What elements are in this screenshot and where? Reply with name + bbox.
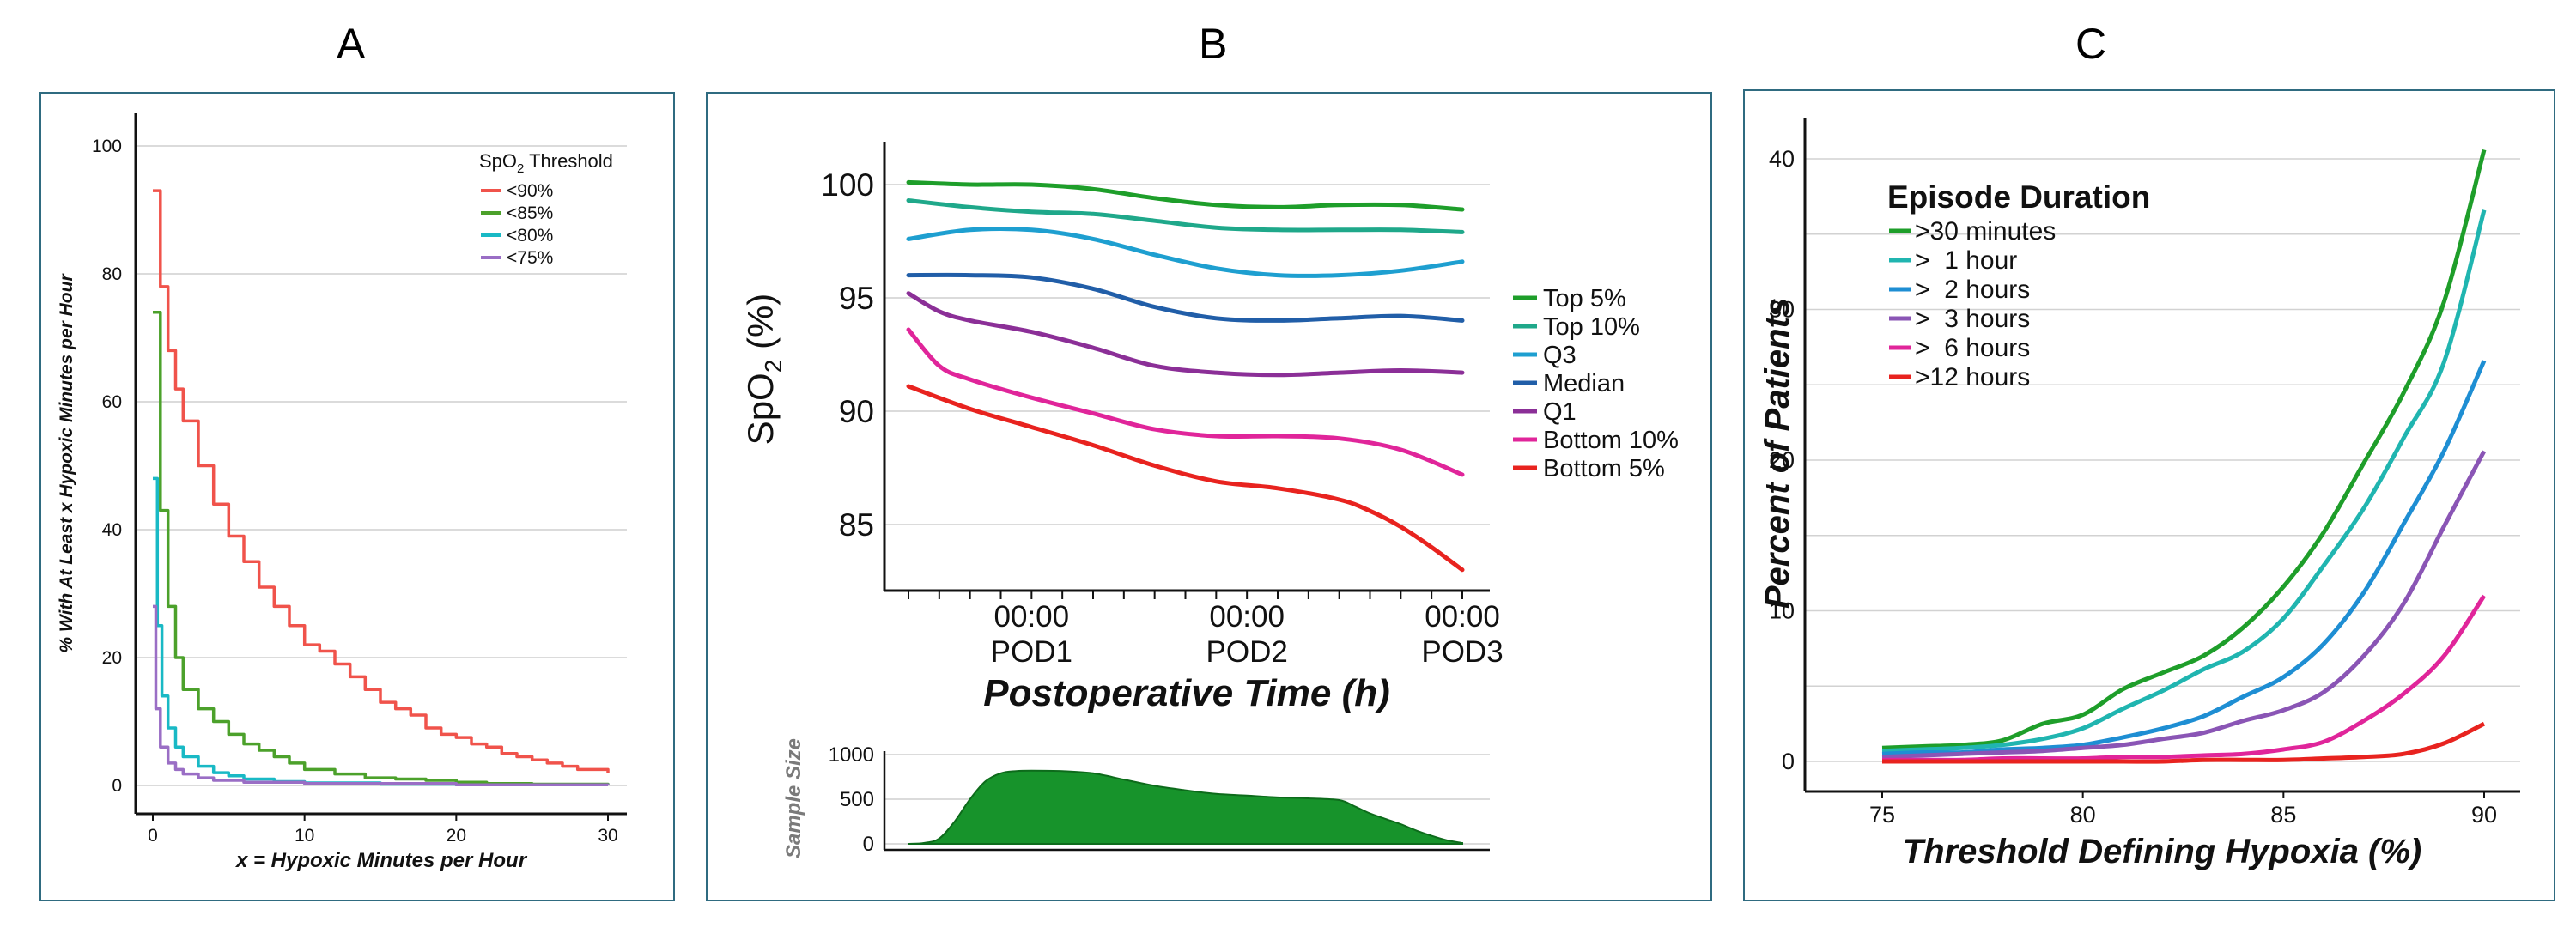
panel-b-inset-chart: 0 500 1000 Sample Size [782,738,1490,858]
panel-c-x-tick-label: 80 [2070,802,2096,828]
panel-b-series-line [906,179,1465,212]
panel-b-frame [706,92,1712,901]
panel-b-legend-label: Bottom 10% [1543,427,1679,454]
panel-a-y-tick-label: 20 [102,648,122,668]
panel-a-series-line [153,476,610,787]
panel-b-legend-label: Top 10% [1543,313,1640,341]
panel-b-chart: 85909510000:00POD100:00POD200:00POD3Post… [740,142,1679,714]
panel-a-series-line [153,189,610,773]
panel-b-inset-y-tick-label: 0 [863,833,874,856]
panel-c-legend-label: >30 minutes [1915,217,2056,246]
panel-b-x-tick-time: 00:00 [1209,600,1285,634]
panel-c-legend-label: > 3 hours [1915,305,2030,333]
panel-c-frame [1743,89,2555,901]
panel-a-series-line [153,604,610,787]
panel-c-x-tick-label: 90 [2471,802,2497,828]
panel-letter-c: C [2075,20,2107,68]
panel-a-y-tick-label: 60 [102,392,122,412]
panel-a-legend-label: <90% [507,181,553,201]
panel-b-x-tick-day: POD3 [1421,635,1503,669]
panel-c-series-line [1881,594,2487,762]
panel-c-y-tick-label: 40 [1769,146,1795,172]
panel-c-legend-label: > 6 hours [1915,334,2030,362]
panel-b-y-tick-label: 95 [839,281,874,316]
panel-b-legend-label: Bottom 5% [1543,455,1665,482]
panel-b-legend-label: Median [1543,370,1625,397]
panel-c-y-tick-label: 20 [1769,447,1795,473]
panel-c-series-line [1881,450,2487,760]
panel-a-x-tick-label: 30 [598,826,617,846]
panel-a-y-tick-label: 40 [102,520,122,540]
panel-b-y-tick-label: 90 [839,394,874,429]
panel-b-legend-label: Top 5% [1543,285,1626,312]
panel-c-y-tick-label: 10 [1769,598,1795,624]
panel-b-series-line [906,291,1465,378]
panel-letter-b: B [1199,20,1228,68]
panel-a-legend-label: <80% [507,226,553,246]
panel-b-inset-y-tick-label: 1000 [829,743,874,767]
panel-b-x-tick-time: 00:00 [1425,600,1500,634]
panel-c-series-line [1881,209,2487,754]
panel-b-x-tick-day: POD2 [1206,635,1288,669]
panel-c-series-line [1881,721,2486,764]
panel-b-inset-y-tick-label: 500 [840,788,874,811]
panel-b-x-tick-day: POD1 [991,635,1072,669]
panel-b-series-line [906,198,1465,234]
panel-b-y-tick-label: 85 [839,507,874,543]
panel-b-series-line [906,272,1465,323]
panel-c-x-axis-label: Threshold Defining Hypoxia (%) [1903,833,2421,870]
panel-c-x-tick-label: 85 [2270,802,2296,828]
panel-a-series-line [153,310,610,786]
panel-a-y-tick-label: 100 [92,136,122,156]
panel-b-x-axis-label: Postoperative Time (h) [983,672,1390,714]
panel-a-y-axis-label: % With At Least x Hypoxic Minutes per Ho… [57,273,76,653]
panel-c-legend-title: Episode Duration [1887,179,2150,215]
panel-c-y-tick-label: 30 [1769,297,1795,323]
panel-b-legend-label: Q1 [1543,398,1577,426]
panel-a-y-tick-label: 0 [112,776,122,796]
panel-c-legend-label: > 1 hour [1915,246,2017,275]
panel-c-x-tick-label: 75 [1869,802,1895,828]
panel-c-legend-label: > 2 hours [1915,276,2030,304]
panel-b-y-tick-label: 100 [821,167,874,203]
panel-b-legend-label: Q3 [1543,342,1577,369]
panel-a-x-tick-label: 0 [148,826,158,846]
panel-b-series-line [906,327,1465,477]
panel-c-series-line [1881,149,2487,750]
panel-a-x-tick-label: 10 [295,826,314,846]
panel-b-series-line [906,384,1465,573]
panel-a-legend-title: SpO2 Threshold [479,150,613,176]
panel-a-legend-label: <85% [507,203,553,223]
panel-a-x-axis-label: x = Hypoxic Minutes per Hour [234,849,528,872]
panel-b-series-line [906,226,1465,278]
panel-a-y-tick-label: 80 [102,264,122,284]
panel-a-legend-label: <75% [507,248,553,268]
panel-letter-a: A [337,20,366,68]
panel-b-x-tick-time: 00:00 [994,600,1070,634]
panel-a-x-tick-label: 20 [447,826,466,846]
panel-b-y-axis-label: SpO2 (%) [740,294,787,446]
panel-c-y-tick-label: 0 [1782,749,1795,774]
panel-c-series-line [1881,360,2487,756]
panel-c-legend-label: >12 hours [1915,363,2030,391]
panel-a-chart: 0 20 40 60 80 100 0 10 20 30 x = Hypoxic Minutes p… [57,113,627,872]
panel-a-frame [39,92,675,901]
panel-c-chart: 0 10 20 30 40 75 80 85 90 Threshold Defining Hypo… [1759,118,2520,870]
panel-b-inset-y-axis-label: Sample Size [782,738,805,858]
panel-b-inset-area [908,769,1463,845]
panel-c-y-axis-label: Percent of Patients [1759,298,1796,609]
